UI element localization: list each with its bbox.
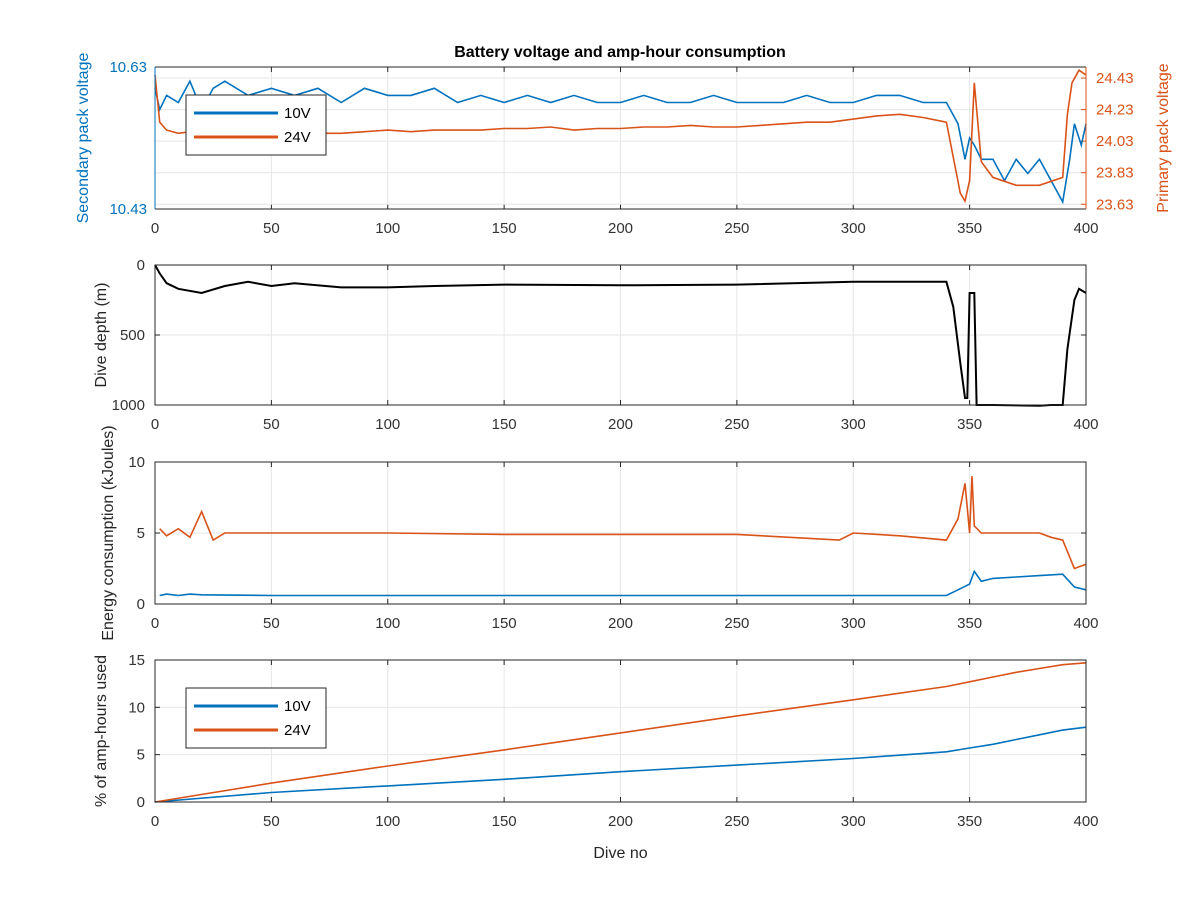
y-tick-label: 10 bbox=[128, 699, 145, 716]
x-tick-label: 250 bbox=[724, 416, 749, 433]
x-tick-label: 0 bbox=[151, 220, 159, 237]
x-tick-label: 400 bbox=[1073, 416, 1098, 433]
series-line-10V bbox=[154, 726, 1087, 803]
right-y-tick-label: 24.23 bbox=[1096, 102, 1134, 119]
x-tick-label: 200 bbox=[608, 220, 633, 237]
x-tick-label: 250 bbox=[724, 220, 749, 237]
x-tick-label: 400 bbox=[1073, 615, 1098, 632]
x-tick-label: 150 bbox=[492, 615, 517, 632]
legend-label-10V: 10V bbox=[284, 105, 311, 122]
x-tick-label: 300 bbox=[841, 615, 866, 632]
y-tick-label: 1000 bbox=[112, 397, 145, 414]
x-tick-label: 50 bbox=[263, 416, 280, 433]
x-tick-label: 400 bbox=[1073, 220, 1098, 237]
x-tick-label: 0 bbox=[151, 416, 159, 433]
x-tick-label: 300 bbox=[841, 813, 866, 830]
y-tick-label: 5 bbox=[137, 525, 145, 542]
x-tick-label: 300 bbox=[841, 220, 866, 237]
legend-label-10V: 10V bbox=[284, 698, 311, 715]
right-y-tick-label: 24.43 bbox=[1096, 70, 1134, 87]
legend-label-24V: 24V bbox=[284, 722, 311, 739]
x-tick-label: 250 bbox=[724, 615, 749, 632]
x-tick-label: 100 bbox=[375, 615, 400, 632]
x-tick-label: 200 bbox=[608, 615, 633, 632]
y-axis-label: Energy consumption (kJoules) bbox=[100, 425, 117, 640]
right-y-tick-label: 23.83 bbox=[1096, 165, 1134, 182]
right-y-tick-label: 24.03 bbox=[1096, 133, 1134, 150]
y-tick-label: 5 bbox=[137, 747, 145, 764]
x-tick-label: 200 bbox=[608, 416, 633, 433]
y-tick-label: 10 bbox=[128, 454, 145, 471]
axes-box bbox=[154, 461, 1087, 605]
x-tick-label: 100 bbox=[375, 220, 400, 237]
x-tick-label: 400 bbox=[1073, 813, 1098, 830]
series-line-24V bbox=[154, 662, 1087, 803]
x-tick-label: 0 bbox=[151, 813, 159, 830]
right-y-tick-label: 23.63 bbox=[1096, 196, 1134, 213]
y-axis-label: % of amp-hours used bbox=[93, 655, 110, 807]
left-y-axis-label: Secondary pack voltage bbox=[75, 53, 92, 224]
panels: 0 50 100 150 200 250 300 350 40023.6323.8324.032… bbox=[75, 53, 1172, 862]
x-tick-label: 50 bbox=[263, 220, 280, 237]
x-tick-label: 100 bbox=[375, 813, 400, 830]
series-line-24V bbox=[159, 476, 1087, 570]
legend-label-24V: 24V bbox=[284, 129, 311, 146]
x-tick-label: 0 bbox=[151, 615, 159, 632]
y-tick-label: 0 bbox=[137, 596, 145, 613]
axes-box bbox=[154, 659, 1087, 803]
x-axis-label: Dive no bbox=[593, 845, 647, 862]
x-tick-label: 350 bbox=[957, 220, 982, 237]
axes-box bbox=[154, 264, 1087, 406]
x-tick-label: 50 bbox=[263, 615, 280, 632]
y-tick-label: 500 bbox=[120, 327, 145, 344]
y-tick-label: 15 bbox=[128, 652, 145, 669]
left-y-tick-label: 10.63 bbox=[109, 59, 147, 76]
x-tick-label: 250 bbox=[724, 813, 749, 830]
left-y-tick-label: 10.43 bbox=[109, 201, 147, 218]
y-axis-label: Dive depth (m) bbox=[93, 283, 110, 388]
y-tick-label: 0 bbox=[137, 794, 145, 811]
series-line-10V bbox=[159, 569, 1087, 597]
chart-title: Battery voltage and amp-hour consumption bbox=[454, 44, 786, 61]
x-tick-label: 150 bbox=[492, 220, 517, 237]
right-y-axis-label: Primary pack voltage bbox=[1155, 63, 1172, 212]
x-tick-label: 300 bbox=[841, 416, 866, 433]
legend-box bbox=[185, 94, 327, 156]
y-tick-label: 0 bbox=[137, 257, 145, 274]
x-tick-label: 150 bbox=[492, 813, 517, 830]
x-tick-label: 100 bbox=[375, 416, 400, 433]
x-tick-label: 350 bbox=[957, 615, 982, 632]
x-tick-label: 50 bbox=[263, 813, 280, 830]
x-tick-label: 200 bbox=[608, 813, 633, 830]
x-tick-label: 150 bbox=[492, 416, 517, 433]
x-tick-label: 350 bbox=[957, 416, 982, 433]
legend-box bbox=[185, 687, 327, 749]
x-tick-label: 350 bbox=[957, 813, 982, 830]
